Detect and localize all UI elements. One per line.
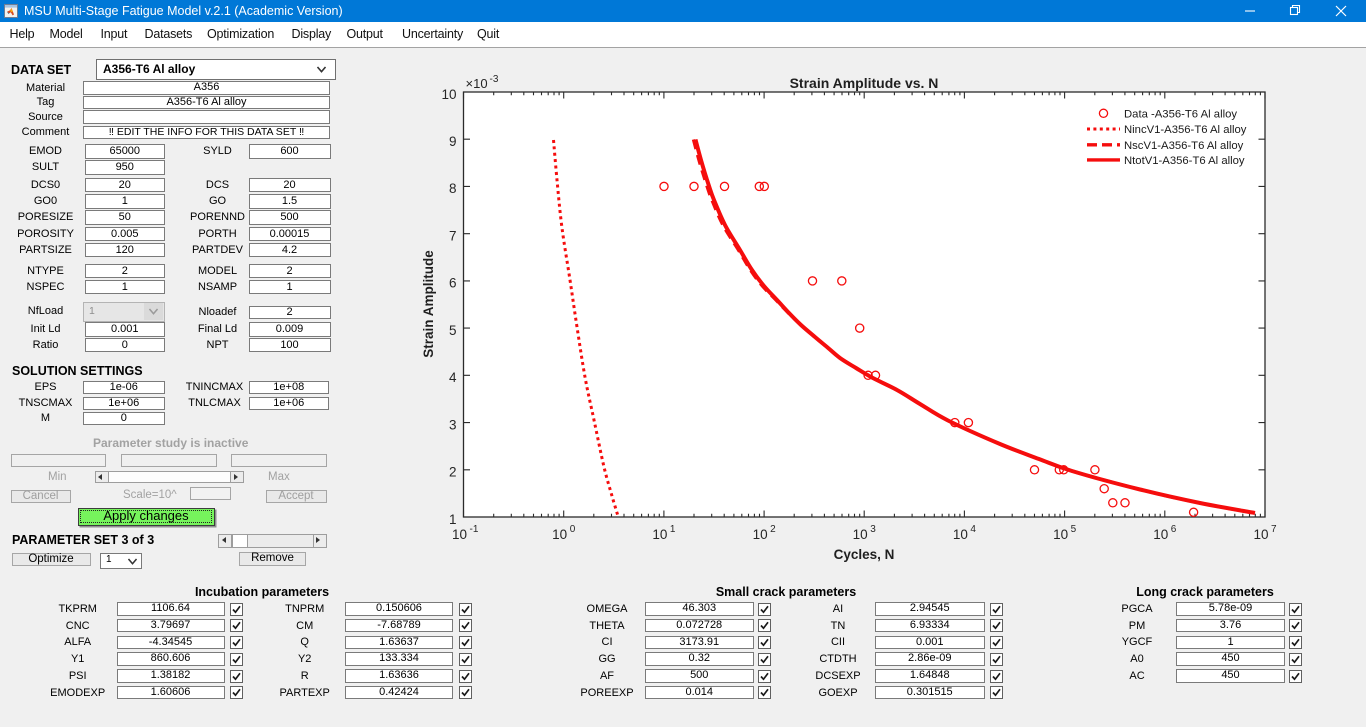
svg-text:10: 10 [1253,527,1268,542]
svg-text:0: 0 [570,524,576,535]
svg-text:4: 4 [970,524,976,535]
svg-text:NincV1-A356-T6 Al alloy: NincV1-A356-T6 Al alloy [1124,124,1247,136]
svg-text:-1: -1 [470,524,479,535]
svg-text:Cycles, N: Cycles, N [834,547,895,562]
svg-text:Data -A356-T6 Al alloy: Data -A356-T6 Al alloy [1124,108,1237,120]
svg-text:NtotV1-A356-T6 Al alloy: NtotV1-A356-T6 Al alloy [1124,155,1245,167]
svg-text:10: 10 [452,527,467,542]
svg-text:10: 10 [441,87,456,102]
svg-text:8: 8 [449,181,457,196]
svg-text:10: 10 [1153,527,1168,542]
svg-text:10: 10 [1053,527,1068,542]
svg-text:Strain Amplitude: Strain Amplitude [421,250,436,358]
svg-text:7: 7 [1271,524,1277,535]
svg-text:2: 2 [449,465,457,480]
svg-text:4: 4 [449,370,457,385]
svg-text:NscV1-A356-T6 Al alloy: NscV1-A356-T6 Al alloy [1124,140,1244,152]
svg-text:3: 3 [870,524,876,535]
svg-text:6: 6 [449,276,457,291]
svg-text:10: 10 [652,527,667,542]
svg-text:5: 5 [449,323,457,338]
svg-text:10: 10 [552,527,567,542]
svg-text:1: 1 [670,524,676,535]
svg-text:×10: ×10 [466,76,488,91]
svg-text:7: 7 [449,229,457,244]
svg-text:-3: -3 [490,74,499,85]
svg-text:5: 5 [1071,524,1077,535]
svg-text:10: 10 [953,527,968,542]
svg-text:10: 10 [853,527,868,542]
svg-text:6: 6 [1171,524,1177,535]
svg-text:3: 3 [449,417,457,432]
svg-text:Strain Amplitude vs. N: Strain Amplitude vs. N [790,75,939,91]
svg-text:2: 2 [770,524,776,535]
svg-text:1: 1 [449,512,457,527]
svg-text:10: 10 [753,527,768,542]
svg-text:9: 9 [449,134,457,149]
